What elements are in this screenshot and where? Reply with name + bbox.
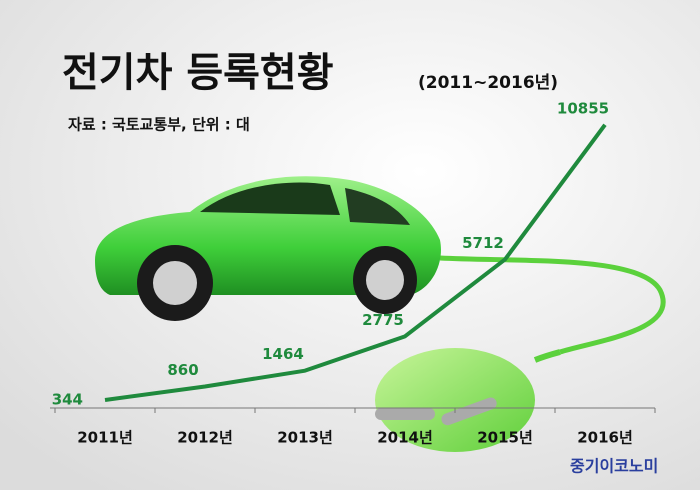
data-label: 344 (52, 390, 83, 408)
x-tick-label: 2014년 (377, 429, 433, 447)
plug-illustration (375, 348, 561, 452)
x-tick-label: 2012년 (177, 429, 233, 447)
source-note: 자료 : 국토교통부, 단위 : 대 (68, 116, 250, 134)
brand-label: 중기이코노미 (570, 457, 658, 476)
x-tick-label: 2015년 (477, 429, 533, 447)
data-label: 860 (167, 361, 198, 379)
chart-title: 전기차 등록현황 (62, 50, 334, 96)
x-tick-label: 2013년 (277, 429, 333, 447)
data-line (104, 123, 607, 402)
x-tick-label: 2011년 (77, 429, 133, 447)
x-tick-label: 2016년 (577, 429, 633, 447)
car-illustration (95, 176, 666, 355)
data-label: 5712 (462, 234, 504, 252)
data-label: 10855 (557, 99, 609, 117)
data-label: 2775 (362, 311, 404, 329)
chart-subtitle: (2011~2016년) (418, 73, 558, 93)
data-label: 1464 (262, 345, 304, 363)
